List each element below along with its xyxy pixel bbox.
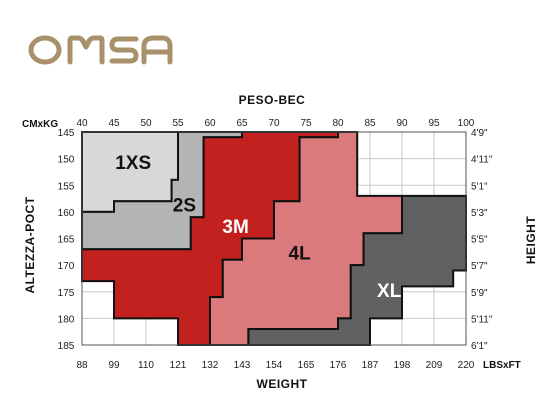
size-label-4l: 4L [289,243,312,264]
bottom-axis-unit: LBSxFT [483,360,521,371]
bottom-tick-label: 132 [202,360,219,371]
size-labels: 1XS 2S 3M 4L XL [115,153,401,302]
right-tick-label: 5'11" [471,314,493,325]
left-tick-label: 165 [58,235,75,246]
bottom-tick-label: 121 [170,360,187,371]
left-tick-label: 170 [58,261,75,272]
left-tick-label: 180 [58,314,75,325]
bottom-tick-label: 187 [362,360,379,371]
size-label-2s: 2S [173,196,196,217]
right-tick-label: 5'7" [471,261,488,272]
top-tick-label: 55 [172,118,184,129]
top-tick-label: 95 [428,118,440,129]
right-tick-label: 4'9" [471,128,488,139]
chart-title: PESO-BEC [239,93,306,107]
tick-labels: 40 45 50 55 60 65 70 75 80 85 90 95 100 88 99 110 121 132… [58,118,493,371]
bottom-tick-label: 99 [108,360,120,371]
top-tick-label: 85 [364,118,376,129]
bottom-tick-label: 143 [234,360,251,371]
top-tick-label: 70 [268,118,280,129]
right-tick-label: 5'1" [471,181,488,192]
size-label-1xs: 1XS [115,153,151,174]
size-regions [81,131,467,346]
size-label-3m: 3M [222,217,248,238]
top-tick-label: 100 [458,118,475,129]
right-axis-title: HEIGHT [524,216,538,265]
bottom-tick-label: 165 [298,360,315,371]
bottom-tick-label: 198 [394,360,411,371]
bottom-tick-label: 209 [426,360,443,371]
top-tick-label: 75 [300,118,312,129]
plot-border [81,131,467,346]
right-tick-label: 6'1" [471,341,488,352]
left-tick-label: 175 [58,288,75,299]
top-tick-label: 40 [76,118,88,129]
top-tick-label: 80 [332,118,344,129]
plot-frame [81,131,467,346]
top-tick-label: 45 [108,118,120,129]
omsa-logo [28,35,173,65]
top-tick-label: 65 [236,118,248,129]
bottom-tick-label: 110 [138,360,154,371]
left-tick-label: 185 [58,341,75,352]
bottom-tick-label: 88 [76,360,88,371]
top-tick-label: 50 [140,118,152,129]
left-tick-label: 155 [58,181,75,192]
bottom-axis-title: WEIGHT [257,377,308,391]
top-axis-unit: CMxKG [22,119,58,130]
right-tick-label: 5'3" [471,208,488,219]
left-tick-label: 160 [58,208,75,219]
right-tick-label: 5'9" [471,288,488,299]
right-tick-label: 5'5" [471,235,488,246]
left-axis-title: ALTEZZA-POCT [23,196,37,293]
top-tick-label: 60 [204,118,216,129]
left-tick-label: 145 [58,128,75,139]
logo-mark [28,35,173,65]
bottom-tick-label: 154 [266,360,283,371]
top-tick-label: 90 [396,118,408,129]
size-label-xl: XL [377,281,402,302]
left-tick-label: 150 [58,155,75,166]
bottom-tick-label: 220 [458,360,475,371]
right-tick-label: 4'11" [471,155,493,166]
bottom-tick-label: 176 [330,360,347,371]
